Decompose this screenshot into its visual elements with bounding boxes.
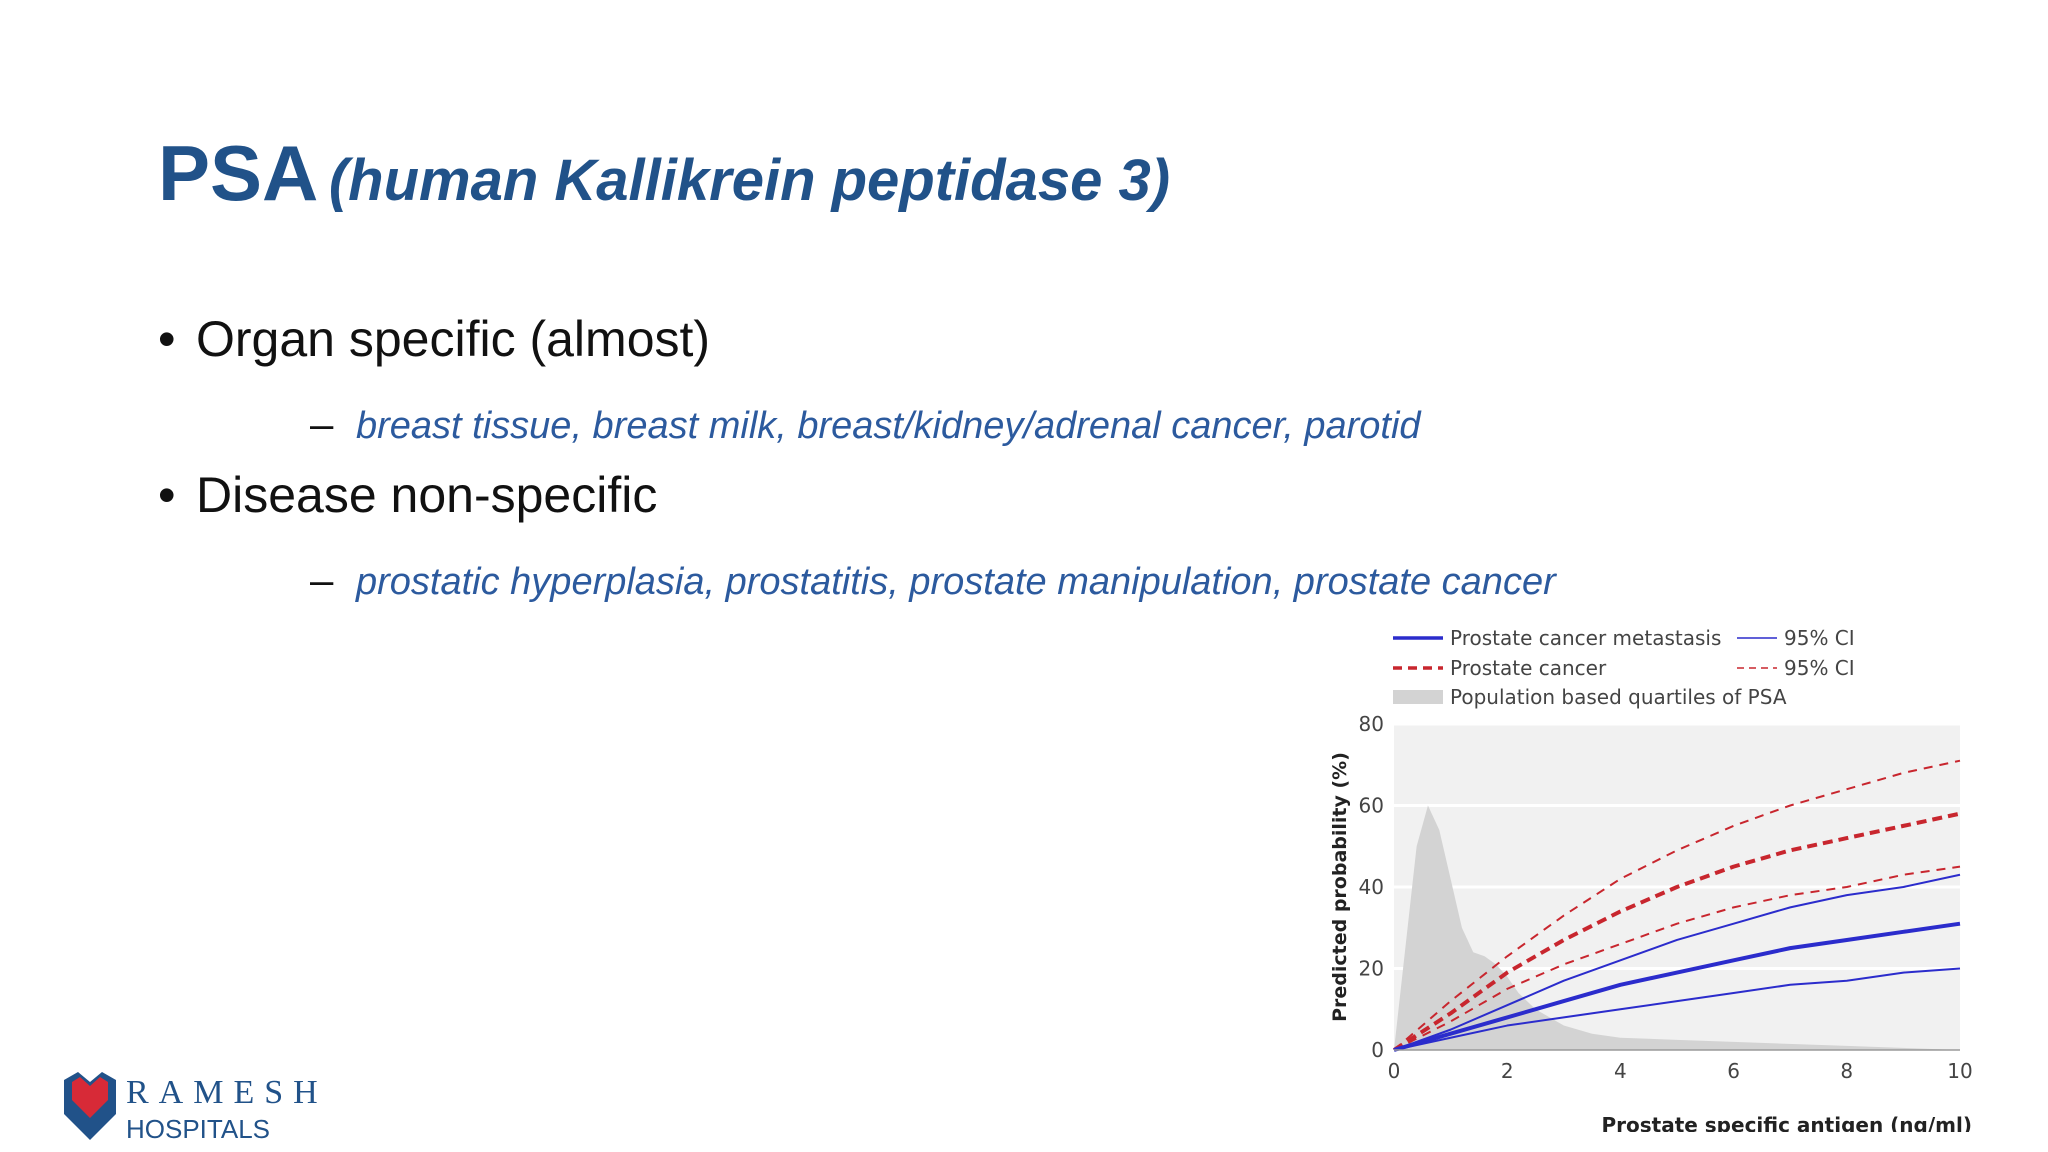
x-tick-label: 4 [1614, 1059, 1627, 1083]
x-tick-label: 10 [1947, 1059, 1972, 1083]
slide-title: PSA (human Kallikrein peptidase 3) [158, 128, 1170, 219]
sub-text: breast tissue, breast milk, breast/kidne… [356, 405, 1421, 447]
series-metastasis_upper [1393, 873, 1961, 1051]
x-axis-label: Prostate specific antigen (ng/ml) [1601, 1113, 1972, 1132]
population-distribution-area [1394, 805, 1960, 1050]
psa-probability-chart: Prostate cancer metastasis 95% CI Prosta… [1329, 626, 1973, 1132]
legend-label-cancer: Prostate cancer [1450, 656, 1607, 680]
logo-word-hospitals: HOSPITALS [126, 1114, 271, 1144]
bullet-disease-nonspecific: • Disease non-specific [158, 466, 657, 524]
series-cancer_upper [1393, 759, 1961, 1051]
series-metastasis [1393, 921, 1961, 1052]
y-tick-label: 20 [1359, 957, 1384, 981]
logo-word-ramesh: RAMESH [126, 1074, 328, 1111]
bullet-text: Disease non-specific [196, 467, 658, 523]
legend-label-metastasis: Prostate cancer metastasis [1450, 626, 1721, 650]
series-cancer [1392, 811, 1961, 1052]
y-tick-label: 40 [1359, 875, 1384, 899]
series-cancer_lower [1393, 865, 1961, 1051]
bullet-dot: • [158, 311, 176, 367]
x-tick-label: 2 [1501, 1059, 1514, 1083]
y-tick-label: 0 [1371, 1038, 1384, 1062]
y-tick-label: 60 [1359, 794, 1384, 818]
x-tick-label: 6 [1727, 1059, 1740, 1083]
subbullet-disease-examples: – prostatic hyperplasia, prostatitis, pro… [310, 556, 1556, 604]
x-tick-label: 0 [1388, 1059, 1401, 1083]
series-metastasis_lower [1393, 967, 1961, 1051]
legend-label-population: Population based quartiles of PSA [1450, 685, 1787, 709]
legend-label-ci-cancer: 95% CI [1784, 656, 1855, 680]
title-subtitle: (human Kallikrein peptidase 3) [328, 148, 1171, 213]
y-tick-labels: 0 20 40 60 80 [1359, 712, 1384, 1062]
series-lines [1392, 759, 1961, 1052]
sub-dash: – [310, 400, 334, 447]
sub-text: prostatic hyperplasia, prostatitis, pros… [356, 561, 1556, 603]
x-tick-labels: 0 2 4 6 8 10 [1388, 1059, 1973, 1083]
sub-dash: – [310, 556, 334, 603]
heart-shield-icon [64, 1072, 116, 1140]
bullet-organ-specific: • Organ specific (almost) [158, 310, 710, 368]
bullet-text: Organ specific (almost) [196, 311, 711, 367]
bullet-dot: • [158, 467, 176, 523]
x-tick-label: 8 [1840, 1059, 1853, 1083]
ramesh-hospitals-logo: RAMESH HOSPITALS [60, 1070, 330, 1150]
legend-swatch-population [1393, 690, 1443, 704]
y-axis-label: Predicted probability (%) [1329, 752, 1351, 1022]
legend-label-ci-metastasis: 95% CI [1784, 626, 1855, 650]
title-main: PSA [158, 129, 319, 217]
chart-legend: Prostate cancer metastasis 95% CI Prosta… [1393, 626, 1855, 709]
y-tick-label: 80 [1359, 712, 1384, 736]
subbullet-organ-examples: – breast tissue, breast milk, breast/kidn… [310, 400, 1421, 448]
